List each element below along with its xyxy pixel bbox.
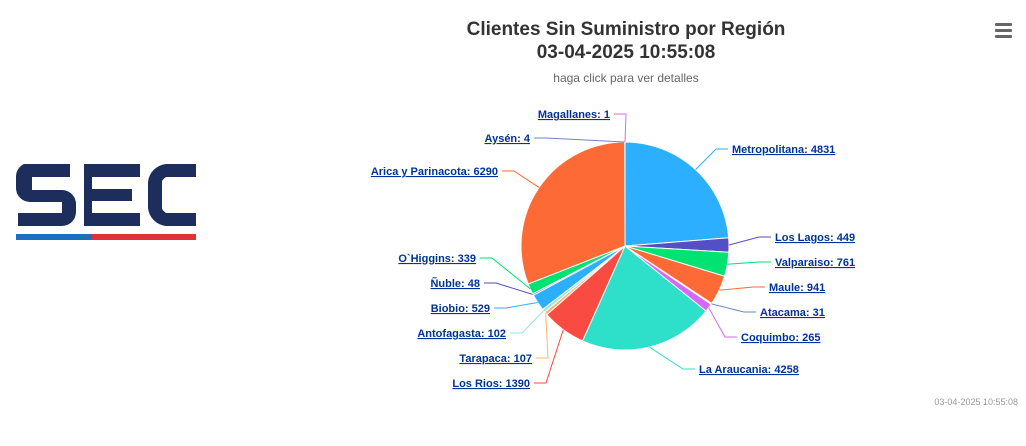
pie-label-13[interactable]: Arica y Parinacota: 6290: [371, 166, 498, 178]
pie-label-14[interactable]: Aysén: 4: [485, 133, 531, 145]
pie-label-2[interactable]: Valparaiso: 761: [775, 257, 855, 269]
pie-label-4[interactable]: Atacama: 31: [760, 307, 825, 319]
pie-connector-5: [708, 307, 737, 338]
pie-connector-2: [727, 261, 771, 265]
chart-title: Clientes Sin Suministro por Región 03-04…: [326, 18, 926, 64]
pie-connector-0: [695, 148, 728, 170]
logo-letter-s: [16, 164, 76, 226]
logo-stripe-blue: [16, 234, 92, 240]
pie-connector-12: [480, 257, 531, 290]
pie-connector-3: [719, 286, 765, 291]
logo-stripe-red: [92, 234, 196, 240]
pie-connector-11: [484, 282, 534, 295]
chart-menu-button[interactable]: [992, 20, 1016, 42]
pie-slice-13[interactable]: [520, 141, 626, 285]
pie-connector-13: [502, 170, 540, 188]
pie-connector-14: [534, 137, 625, 143]
pie-connector-1: [728, 236, 771, 246]
chart-subtitle: haga click para ver detalles: [553, 71, 699, 85]
pie-connector-10: [494, 302, 538, 309]
pie-connector-15: [614, 113, 627, 143]
logo-letter-e: [84, 164, 140, 226]
pie-label-1[interactable]: Los Lagos: 449: [775, 232, 855, 244]
hamburger-icon-bar: [995, 23, 1012, 26]
chart-title-line2: 03-04-2025 10:55:08: [536, 42, 716, 63]
pie-label-10[interactable]: Biobio: 529: [431, 303, 490, 315]
pie-connector-4: [711, 303, 756, 313]
pie-label-9[interactable]: Antofagasta: 102: [417, 328, 506, 340]
pie-label-7[interactable]: Los Rios: 1390: [452, 378, 530, 390]
footer-timestamp: 03-04-2025 10:55:08: [934, 397, 1018, 407]
logo-letter-c: [148, 164, 196, 226]
pie-label-12[interactable]: O`Higgins: 339: [398, 253, 476, 265]
pie-connector-7: [534, 329, 564, 384]
chart-title-line1: Clientes Sin Suministro por Región: [466, 19, 786, 40]
pie-label-15[interactable]: Magallanes: 1: [538, 109, 610, 121]
pie-label-11[interactable]: Ñuble: 48: [430, 277, 480, 290]
pie-connector-8: [536, 313, 549, 359]
hamburger-icon-bar: [995, 29, 1012, 32]
pie-label-5[interactable]: Coquimbo: 265: [741, 332, 820, 344]
sec-logo: [16, 164, 196, 240]
pie-label-8[interactable]: Tarapaca: 107: [459, 353, 532, 365]
hamburger-icon-bar: [995, 35, 1012, 38]
pie-label-0[interactable]: Metropolitana: 4831: [732, 144, 835, 156]
pie-slice-0[interactable]: [624, 141, 730, 247]
pie-label-6[interactable]: La Araucania: 4258: [699, 364, 799, 376]
pie-connector-6: [649, 346, 695, 370]
pie-label-3[interactable]: Maule: 941: [769, 282, 825, 294]
pie-connector-9: [510, 310, 544, 334]
